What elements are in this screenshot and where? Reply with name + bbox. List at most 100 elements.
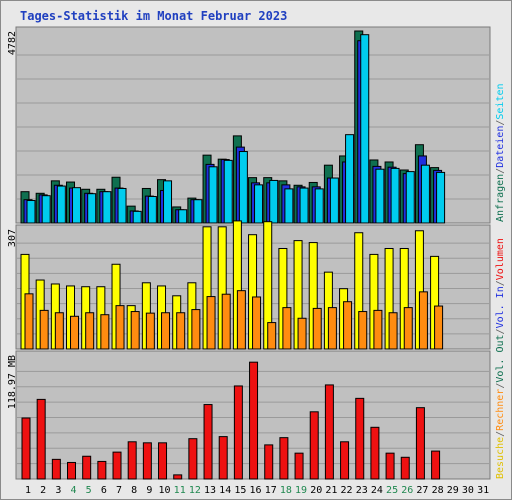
bar-seiten-day-23	[360, 34, 370, 224]
x-tick-label-day-23: 23	[356, 485, 368, 496]
bar-seiten-day-10	[163, 180, 173, 224]
bar-rechner-day-26	[403, 307, 413, 350]
bar-volumen-day-16	[249, 361, 259, 480]
bar-volumen-day-3	[51, 458, 61, 480]
bar-rechner-day-1	[24, 293, 34, 350]
bar-rechner-day-16	[252, 296, 262, 350]
bar-rechner-day-3	[54, 312, 64, 350]
bar-seiten-day-16	[254, 184, 264, 224]
bar-seiten-day-2	[41, 195, 51, 224]
bar-volumen-day-13	[203, 404, 213, 480]
bar-rechner-day-22	[343, 301, 353, 350]
x-tick-label-day-15: 15	[234, 485, 246, 496]
x-tick-label-day-13: 13	[204, 485, 216, 496]
bar-volumen-day-11	[173, 474, 183, 480]
legend-panel-2-entry-8: Volumen	[495, 238, 506, 280]
bar-volumen-day-22	[340, 441, 350, 480]
bar-rechner-day-19	[297, 317, 307, 350]
legend-panel-1-entry-3: /	[495, 120, 506, 126]
legend-panel-1-entry-1: /	[495, 168, 506, 174]
x-tick-label-day-4: 4	[70, 485, 76, 496]
bar-volumen-day-26	[400, 456, 410, 480]
bar-rechner-day-17	[267, 322, 277, 350]
bar-rechner-day-23	[358, 311, 368, 350]
bar-rechner-day-7	[115, 305, 125, 350]
panel-2-ymax-label: 307	[7, 229, 18, 247]
legend-panel-2-entry-0: Besuche	[495, 437, 506, 479]
bar-seiten-day-12	[193, 199, 203, 224]
bar-rechner-day-15	[236, 290, 246, 350]
bar-seiten-day-25	[390, 167, 400, 224]
legend-panel-2: Besuche/Rechner/Vol. Out/Vol. In/Volumen	[495, 238, 506, 479]
x-tick-label-day-19: 19	[295, 485, 307, 496]
panel-1-ymax-label: 4782	[7, 31, 18, 55]
bar-rechner-day-14	[221, 293, 231, 350]
bar-rechner-day-2	[39, 309, 49, 350]
x-tick-label-day-14: 14	[219, 485, 231, 496]
legend-panel-2-entry-4: Vol. Out	[495, 334, 506, 382]
x-tick-label-day-9: 9	[146, 485, 152, 496]
bar-volumen-day-27	[415, 407, 425, 480]
bar-volumen-day-25	[385, 452, 395, 480]
chart-title: Tages-Statistik im Monat Februar 2023	[20, 9, 288, 23]
x-tick-label-day-6: 6	[101, 485, 107, 496]
bar-rechner-day-24	[373, 309, 383, 350]
bar-seiten-day-19	[299, 187, 309, 224]
bar-seiten-day-7	[117, 187, 127, 224]
x-tick-label-day-16: 16	[250, 485, 262, 496]
bar-seiten-day-28	[436, 171, 446, 224]
bar-seiten-day-20	[314, 188, 324, 224]
legend-panel-1-entry-2: Dateien	[495, 126, 506, 168]
bar-volumen-day-19	[294, 452, 304, 480]
bar-volumen-day-17	[264, 444, 274, 480]
x-tick-label-day-30: 30	[462, 485, 474, 496]
bar-volumen-day-1	[21, 417, 31, 480]
bar-volumen-day-10	[158, 442, 168, 480]
bar-seiten-day-14	[223, 159, 233, 224]
bar-volumen-day-18	[279, 437, 289, 480]
bar-volumen-day-8	[127, 441, 137, 480]
bar-seiten-day-15	[238, 151, 248, 224]
legend-panel-2-entry-6: Vol. In	[495, 286, 506, 328]
x-tick-label-day-2: 2	[40, 485, 46, 496]
x-tick-label-day-17: 17	[265, 485, 277, 496]
bar-volumen-day-2	[36, 398, 46, 480]
bar-volumen-day-23	[355, 397, 365, 480]
bar-seiten-day-17	[269, 179, 279, 224]
bar-seiten-day-9	[147, 196, 157, 224]
x-tick-label-day-24: 24	[371, 485, 383, 496]
bar-seiten-day-11	[178, 209, 188, 224]
x-tick-label-day-11: 11	[174, 485, 186, 496]
bar-seiten-day-26	[405, 171, 415, 224]
x-tick-label-day-25: 25	[386, 485, 398, 496]
bar-volumen-day-12	[188, 438, 198, 480]
bar-rechner-day-8	[130, 311, 140, 350]
bar-seiten-day-3	[56, 185, 66, 224]
bar-rechner-day-11	[176, 312, 186, 350]
bar-rechner-day-21	[327, 307, 337, 350]
bar-rechner-day-4	[70, 315, 80, 350]
bar-seiten-day-6	[102, 191, 112, 224]
bar-rechner-day-18	[282, 307, 292, 350]
bar-seiten-day-18	[284, 188, 294, 224]
bar-seiten-day-4	[72, 187, 82, 224]
bar-volumen-day-4	[67, 461, 77, 480]
x-tick-label-day-10: 10	[159, 485, 171, 496]
panel-3-ymax-label: 118.97 MB	[7, 355, 18, 409]
legend-panel-2-entry-2: Rechner	[495, 389, 506, 431]
bar-volumen-day-9	[142, 442, 152, 480]
bar-seiten-day-8	[132, 210, 142, 224]
bar-seiten-day-1	[26, 200, 36, 224]
bar-volumen-day-24	[370, 426, 380, 480]
x-tick-label-day-7: 7	[116, 485, 122, 496]
bar-volumen-day-21	[324, 384, 334, 480]
x-tick-label-day-20: 20	[310, 485, 322, 496]
x-tick-label-day-28: 28	[432, 485, 444, 496]
bar-rechner-day-20	[312, 307, 322, 350]
legend-panel-1-entry-0: Anfragen	[495, 174, 506, 222]
x-tick-label-day-1: 1	[25, 485, 31, 496]
x-tick-label-day-22: 22	[341, 485, 353, 496]
legend-panel-2-entry-7: /	[495, 280, 506, 286]
